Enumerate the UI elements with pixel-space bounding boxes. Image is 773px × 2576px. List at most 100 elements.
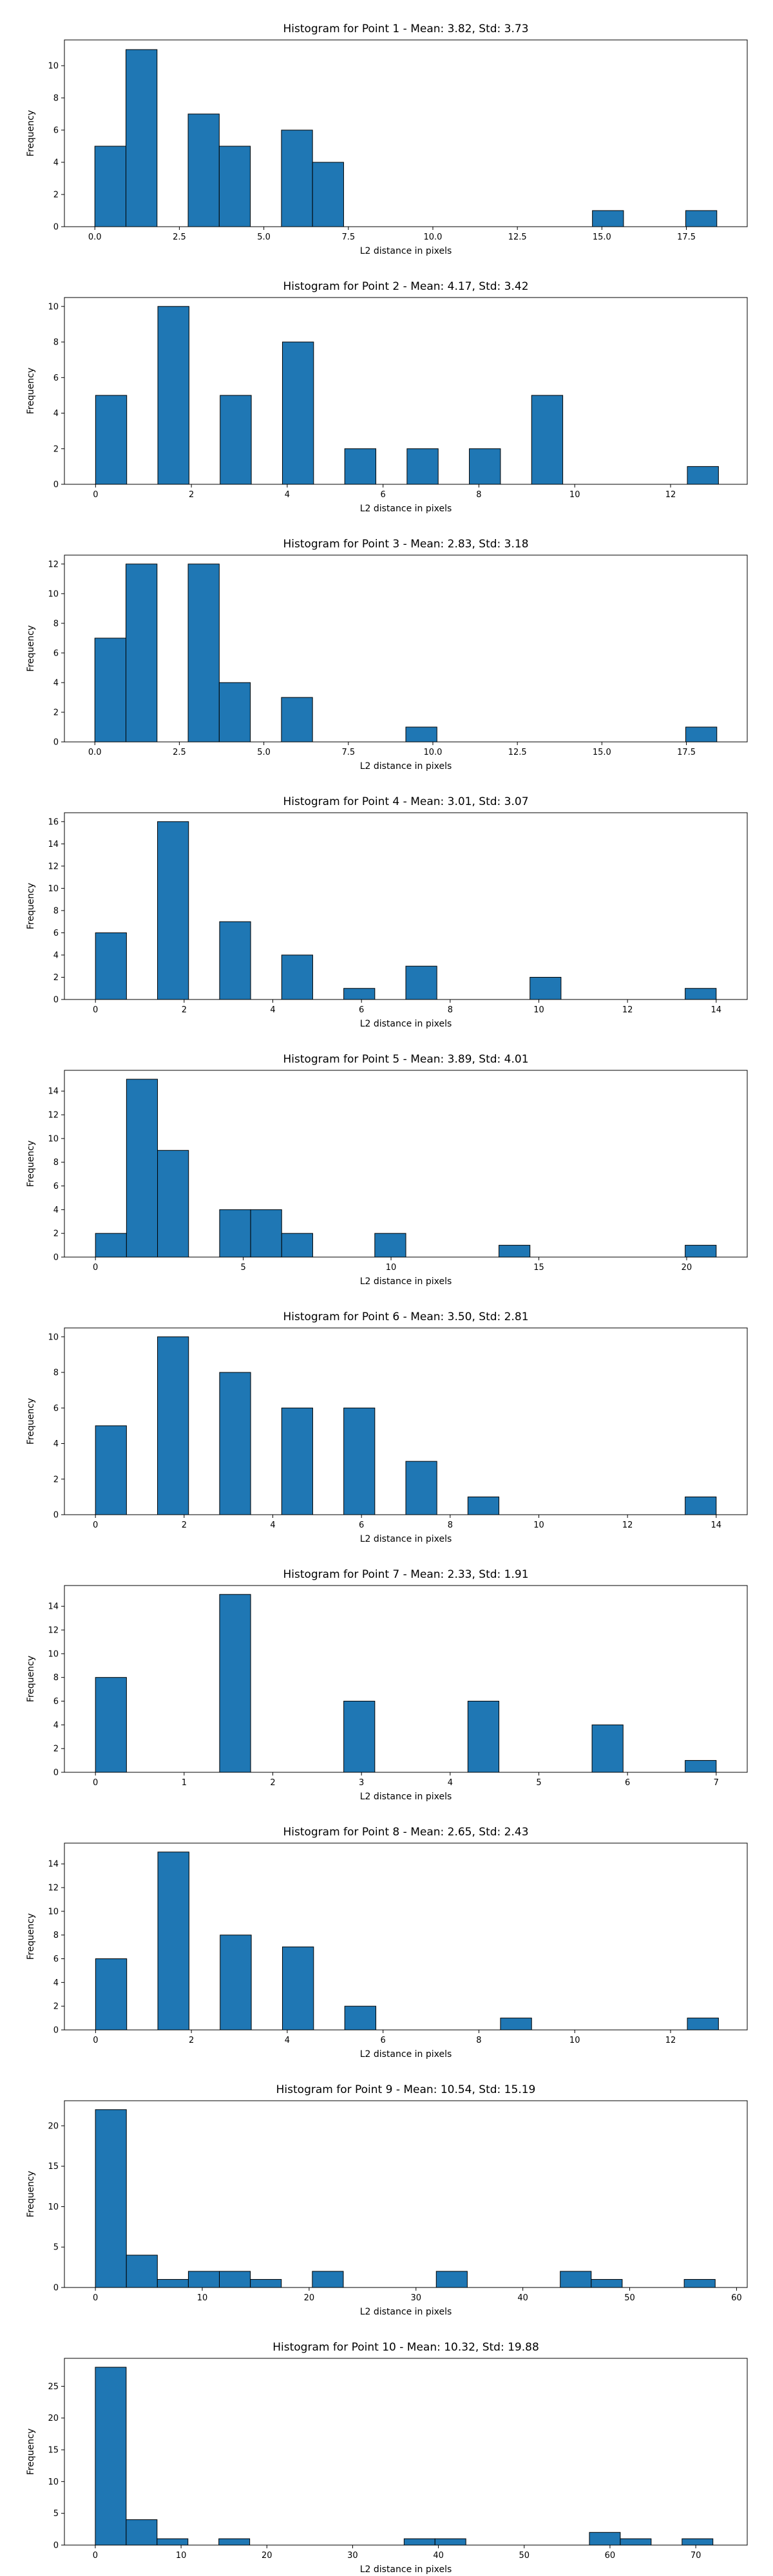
x-tick-label: 17.5	[677, 748, 696, 757]
histogram-bar	[95, 2367, 127, 2546]
y-tick-label: 10	[48, 1907, 59, 1917]
y-tick-label: 2	[53, 191, 59, 200]
chart-title: Histogram for Point 3 - Mean: 2.83, Std:…	[283, 538, 528, 551]
x-tick-label: 2.5	[173, 232, 186, 242]
x-tick-label: 40	[433, 2551, 444, 2561]
plot-frame	[64, 2100, 748, 2288]
x-tick-label: 4	[270, 1005, 275, 1015]
histogram-bar	[282, 1946, 314, 2031]
x-tick-label: 6	[381, 2036, 386, 2045]
x-tick-label: 7.5	[341, 748, 355, 757]
x-tick-label: 0.0	[88, 748, 102, 757]
plot-frame	[64, 1585, 748, 1773]
plot-frame	[64, 39, 748, 227]
histogram-bar	[219, 1209, 251, 1258]
y-tick-label: 6	[53, 126, 59, 136]
y-axis-label: Frequency	[26, 2171, 36, 2217]
x-tick-label: 12	[665, 2036, 676, 2045]
y-axis-label: Frequency	[26, 1141, 36, 1187]
histogram-bar	[219, 1594, 251, 1773]
x-axis-label: L2 distance in pixels	[360, 761, 452, 772]
histogram-bar	[126, 49, 158, 227]
x-axis-label: L2 distance in pixels	[360, 1019, 452, 1029]
y-tick-label: 6	[53, 1697, 59, 1707]
histogram-bar	[312, 162, 344, 227]
x-tick-label: 7	[714, 1778, 719, 1788]
y-tick-label: 20	[48, 2121, 59, 2131]
histogram-bar	[685, 1496, 717, 1515]
x-tick-label: 2	[270, 1778, 275, 1788]
x-tick-label: 15.0	[593, 232, 611, 242]
histogram-bar	[281, 697, 313, 743]
histogram-bar	[281, 129, 313, 227]
histogram-bar	[95, 1233, 127, 1258]
histogram-bar	[344, 448, 377, 485]
x-axis-label: L2 distance in pixels	[360, 2564, 452, 2575]
histogram-bar	[157, 1150, 189, 1258]
x-tick-label: 0.0	[88, 232, 102, 242]
histogram-bar	[499, 1245, 531, 1258]
histogram-bar	[282, 341, 314, 485]
y-tick-label: 2	[53, 2002, 59, 2012]
chart-title: Histogram for Point 2 - Mean: 4.17, Std:…	[283, 280, 528, 293]
chart-panel-1: Histogram for Point 1 - Mean: 3.82, Std:…	[26, 23, 748, 256]
x-axis-label: L2 distance in pixels	[360, 246, 452, 256]
x-tick-label: 20	[682, 1263, 692, 1273]
chart-title: Histogram for Point 9 - Mean: 10.54, Std…	[276, 2083, 536, 2096]
histogram-bar	[592, 210, 624, 227]
x-tick-label: 12	[622, 1005, 633, 1015]
x-tick-label: 10	[197, 2293, 208, 2303]
histogram-bar	[405, 1461, 437, 1515]
histogram-bar	[219, 1372, 251, 1515]
x-tick-label: 0	[93, 1520, 98, 1530]
y-tick-label: 15	[48, 2446, 59, 2456]
histogram-bar	[187, 564, 220, 743]
y-tick-label: 0	[53, 1253, 59, 1263]
y-tick-label: 0	[53, 996, 59, 1005]
histogram-bar	[218, 682, 251, 743]
histogram-bar	[218, 2538, 251, 2546]
y-tick-label: 2	[53, 1475, 59, 1484]
histogram-bar	[591, 2278, 623, 2288]
y-tick-label: 10	[48, 302, 59, 312]
y-tick-label: 6	[53, 929, 59, 938]
y-tick-label: 4	[53, 409, 59, 419]
histogram-bar	[126, 564, 158, 743]
x-tick-label: 0	[93, 1778, 98, 1788]
chart-title: Histogram for Point 6 - Mean: 3.50, Std:…	[283, 1311, 528, 1323]
y-tick-label: 14	[48, 840, 59, 849]
y-tick-label: 10	[48, 589, 59, 599]
histogram-bar	[281, 1233, 313, 1258]
x-tick-label: 8	[448, 1520, 453, 1530]
x-tick-label: 15	[533, 1263, 544, 1273]
x-tick-label: 0	[93, 2293, 98, 2303]
chart-panel-5: Histogram for Point 5 - Mean: 3.89, Std:…	[26, 1053, 748, 1287]
y-tick-label: 12	[48, 560, 59, 569]
y-tick-label: 6	[53, 374, 59, 383]
x-tick-label: 12.5	[508, 232, 527, 242]
histogram-bar	[343, 1407, 376, 1515]
x-tick-label: 12.5	[508, 748, 527, 757]
y-tick-label: 10	[48, 1332, 59, 1342]
histogram-bar	[219, 2271, 251, 2288]
histogram-bar	[312, 2271, 344, 2288]
x-axis-label: L2 distance in pixels	[360, 2307, 452, 2317]
plot-frame	[64, 812, 748, 1000]
plot-frame	[64, 1327, 748, 1515]
x-tick-label: 17.5	[677, 232, 696, 242]
x-tick-label: 2	[182, 1520, 187, 1530]
x-tick-label: 40	[517, 2293, 528, 2303]
y-tick-label: 0	[53, 2026, 59, 2036]
histogram-bar	[250, 2278, 282, 2288]
chart-panel-2: Histogram for Point 2 - Mean: 4.17, Std:…	[26, 280, 748, 514]
histogram-bar	[405, 726, 437, 743]
histogram-bar	[219, 921, 251, 1000]
x-tick-label: 14	[711, 1005, 722, 1015]
y-tick-label: 12	[48, 1626, 59, 1636]
y-tick-label: 2	[53, 1229, 59, 1239]
y-axis-label: Frequency	[26, 883, 36, 929]
x-tick-label: 2	[189, 2036, 194, 2045]
histogram-bar	[589, 2532, 621, 2546]
x-tick-label: 60	[605, 2551, 616, 2561]
chart-panel-7: Histogram for Point 7 - Mean: 2.33, Std:…	[26, 1568, 748, 1802]
